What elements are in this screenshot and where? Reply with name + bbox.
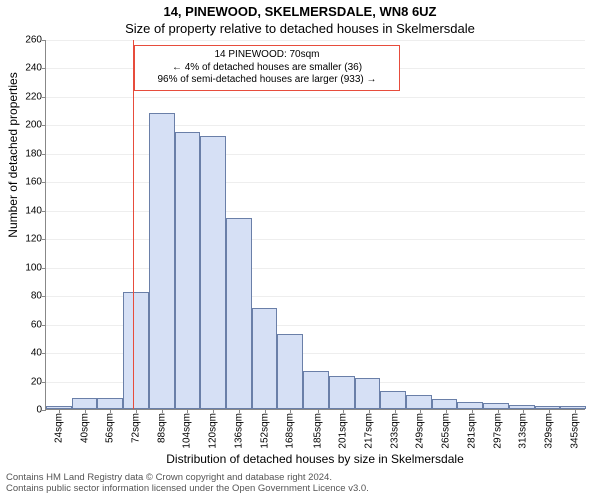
histogram-bar [252, 308, 278, 409]
y-tick [42, 97, 46, 98]
y-axis-label: Number of detached properties [6, 0, 22, 370]
y-tick-label: 140 [25, 205, 42, 216]
footer-line-2: Contains public sector information licen… [6, 483, 369, 494]
x-tick-label: 152sqm [259, 409, 270, 449]
gridline [46, 154, 585, 155]
y-tick-label: 200 [25, 120, 42, 131]
histogram-bar [277, 334, 303, 409]
x-tick-label: 201sqm [338, 409, 349, 449]
y-tick [42, 154, 46, 155]
x-tick-label: 185sqm [312, 409, 323, 449]
annotation-box: 14 PINEWOOD: 70sqm← 4% of detached house… [134, 45, 400, 91]
x-tick-label: 88sqm [156, 409, 167, 443]
x-tick-label: 136sqm [233, 409, 244, 449]
y-tick [42, 40, 46, 41]
x-tick-label: 104sqm [182, 409, 193, 449]
y-tick [42, 211, 46, 212]
x-tick-label: 281sqm [466, 409, 477, 449]
x-tick-label: 249sqm [415, 409, 426, 449]
histogram-bar [457, 402, 483, 409]
y-tick [42, 182, 46, 183]
gridline [46, 97, 585, 98]
y-tick [42, 382, 46, 383]
plot-area: 02040608010012014016018020022024026024sq… [45, 40, 585, 410]
histogram-bar [149, 113, 175, 409]
y-tick-label: 100 [25, 262, 42, 273]
x-tick-label: 345sqm [569, 409, 580, 449]
gridline [46, 211, 585, 212]
y-tick-label: 180 [25, 148, 42, 159]
footer-line-1: Contains HM Land Registry data © Crown c… [6, 472, 369, 483]
footer-attribution: Contains HM Land Registry data © Crown c… [6, 472, 369, 495]
x-tick-label: 265sqm [441, 409, 452, 449]
y-tick [42, 325, 46, 326]
x-tick-label: 120sqm [208, 409, 219, 449]
histogram-bar [226, 218, 252, 409]
y-tick [42, 296, 46, 297]
x-tick-label: 233sqm [389, 409, 400, 449]
gridline [46, 239, 585, 240]
x-tick-label: 313sqm [518, 409, 529, 449]
histogram-bar [432, 399, 458, 409]
y-tick [42, 268, 46, 269]
y-tick [42, 353, 46, 354]
x-tick-label: 297sqm [492, 409, 503, 449]
page-root: 14, PINEWOOD, SKELMERSDALE, WN8 6UZ Size… [0, 0, 600, 500]
histogram-bar [97, 398, 123, 409]
y-tick-label: 20 [31, 376, 42, 387]
x-tick-label: 56sqm [105, 409, 116, 443]
histogram-bar [175, 132, 201, 410]
x-tick-label: 40sqm [79, 409, 90, 443]
gridline [46, 268, 585, 269]
chart-title-address: 14, PINEWOOD, SKELMERSDALE, WN8 6UZ [0, 4, 600, 19]
histogram-bar [380, 391, 406, 410]
x-tick-label: 24sqm [53, 409, 64, 443]
y-tick-label: 80 [31, 291, 42, 302]
y-tick-label: 220 [25, 91, 42, 102]
x-tick-label: 168sqm [285, 409, 296, 449]
y-tick [42, 239, 46, 240]
y-tick [42, 410, 46, 411]
chart-title-subtitle: Size of property relative to detached ho… [0, 21, 600, 36]
y-tick-label: 0 [36, 405, 42, 416]
y-tick-label: 160 [25, 177, 42, 188]
x-axis-label: Distribution of detached houses by size … [45, 452, 585, 466]
y-tick-label: 260 [25, 35, 42, 46]
histogram-bar [72, 398, 98, 409]
y-tick [42, 125, 46, 126]
histogram-bar [123, 292, 149, 409]
annotation-line-2: ← 4% of detached houses are smaller (36) [141, 62, 393, 75]
gridline [46, 125, 585, 126]
y-tick-label: 240 [25, 63, 42, 74]
x-tick-label: 329sqm [544, 409, 555, 449]
x-tick-label: 217sqm [364, 409, 375, 449]
property-marker-line [133, 40, 134, 409]
y-tick-label: 120 [25, 234, 42, 245]
histogram-bar [406, 395, 432, 409]
gridline [46, 182, 585, 183]
histogram-bar [355, 378, 381, 409]
y-tick-label: 60 [31, 319, 42, 330]
annotation-line-3: 96% of semi-detached houses are larger (… [141, 74, 393, 87]
y-tick [42, 68, 46, 69]
annotation-line-1: 14 PINEWOOD: 70sqm [141, 49, 393, 62]
gridline [46, 40, 585, 41]
x-tick-label: 72sqm [131, 409, 142, 443]
histogram-bar [329, 376, 355, 409]
histogram-bar [303, 371, 329, 409]
histogram-bar [200, 136, 226, 409]
y-tick-label: 40 [31, 348, 42, 359]
